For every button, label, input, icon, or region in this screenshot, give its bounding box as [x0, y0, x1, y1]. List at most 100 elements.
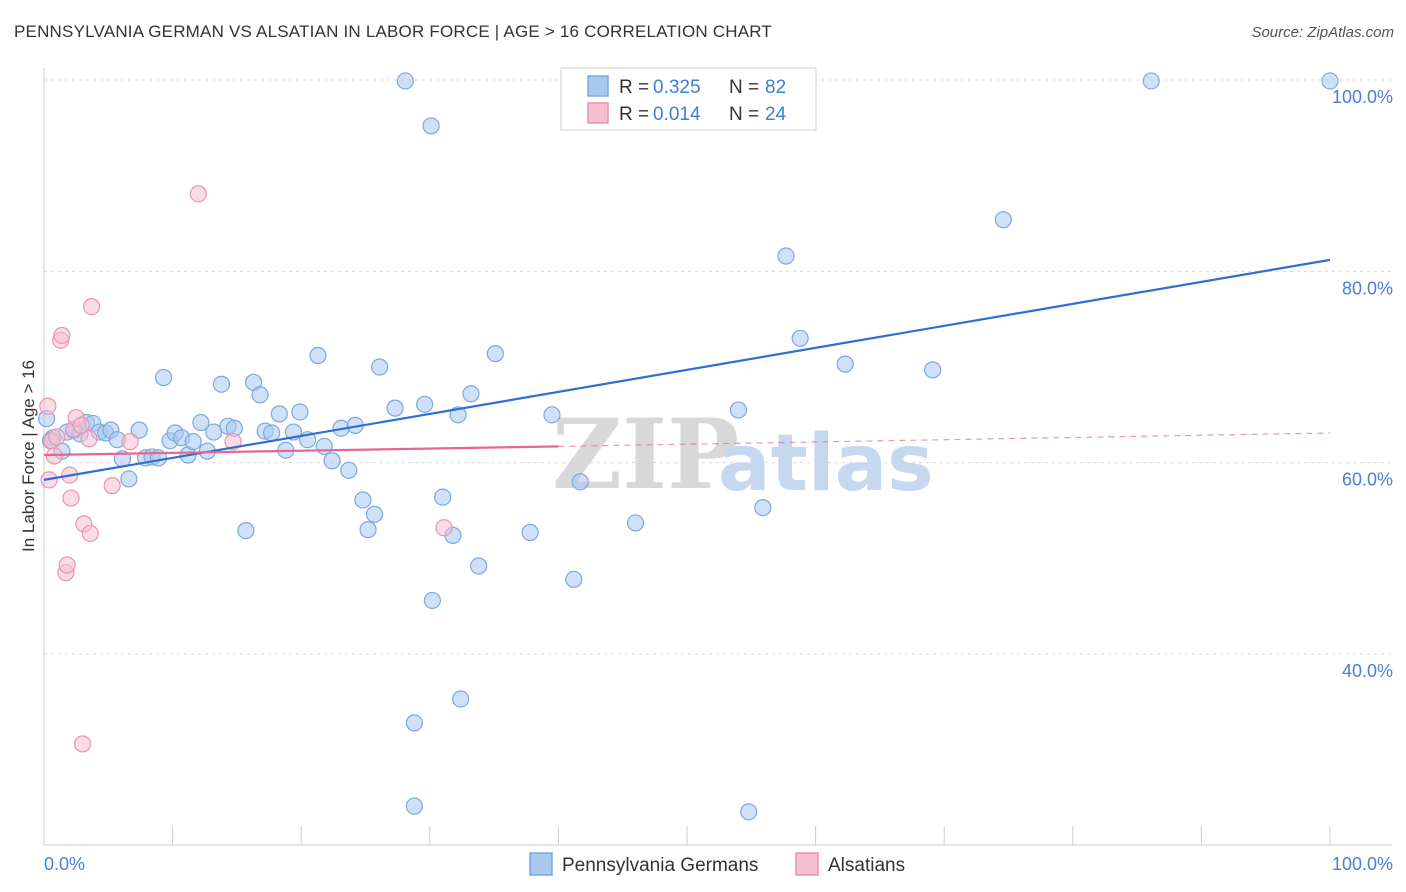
y-tick-label: 60.0% — [1342, 470, 1393, 490]
data-point-pennsylvania-germans — [291, 403, 309, 421]
source-attribution: Source: ZipAtlas.com — [1251, 24, 1394, 41]
bottom-legend: Pennsylvania Germans Alsatians — [529, 852, 905, 876]
data-point-pennsylvania-germans — [452, 690, 470, 708]
watermark: ZIP atlas — [552, 398, 934, 511]
data-point-pennsylvania-germans — [154, 368, 173, 387]
data-point-pennsylvania-germans — [462, 385, 480, 403]
data-point-alsatians — [48, 428, 66, 446]
legend-n-value-pink: 24 — [765, 104, 787, 125]
data-point-pennsylvania-germans — [130, 421, 148, 439]
data-point-pennsylvania-germans — [422, 117, 440, 135]
data-point-pennsylvania-germans — [405, 714, 423, 732]
x-tick-label: 100.0% — [1332, 854, 1393, 874]
x-axis-ticks — [43, 826, 1331, 845]
bottom-legend-swatch-pink — [795, 852, 819, 876]
data-point-pennsylvania-germans — [777, 247, 795, 265]
trend-line-alsatians-extension — [558, 432, 1331, 448]
data-point-pennsylvania-germans — [315, 437, 333, 456]
data-point-alsatians — [435, 519, 453, 537]
data-point-pennsylvania-germans — [836, 355, 854, 373]
trend-lines — [43, 258, 1331, 481]
data-point-pennsylvania-germans — [263, 424, 281, 442]
grid-lines — [44, 79, 1392, 655]
data-point-alsatians — [53, 326, 71, 345]
data-point-pennsylvania-germans — [924, 361, 942, 379]
legend-swatch-pink — [587, 102, 609, 124]
y-tick-label: 40.0% — [1342, 661, 1393, 681]
data-point-pennsylvania-germans — [416, 395, 434, 413]
data-point-pennsylvania-germans — [359, 521, 377, 539]
data-point-pennsylvania-germans — [486, 345, 504, 363]
data-point-pennsylvania-germans — [1142, 72, 1160, 90]
data-point-pennsylvania-germans — [371, 358, 389, 376]
data-point-pennsylvania-germans — [386, 399, 404, 417]
legend-r-value-blue: 0.325 — [653, 77, 701, 98]
data-point-pennsylvania-germans — [237, 521, 255, 540]
watermark-zip: ZIP — [552, 398, 739, 511]
data-point-alsatians — [58, 556, 76, 574]
data-point-pennsylvania-germans — [521, 523, 539, 542]
bottom-legend-label-pink: Alsatians — [828, 855, 905, 876]
data-point-alsatians — [121, 433, 139, 451]
data-point-alsatians — [73, 735, 92, 753]
data-point-pennsylvania-germans — [192, 413, 210, 432]
data-point-pennsylvania-germans — [571, 473, 589, 491]
data-point-alsatians — [103, 477, 121, 495]
data-point-pennsylvania-germans — [120, 470, 138, 488]
data-point-pennsylvania-germans — [1321, 72, 1339, 90]
data-point-pennsylvania-germans — [565, 570, 583, 588]
watermark-atlas: atlas — [718, 419, 934, 509]
legend-n-value-blue: 82 — [765, 77, 786, 98]
data-point-pennsylvania-germans — [754, 499, 772, 517]
data-point-pennsylvania-germans — [423, 591, 441, 610]
bottom-legend-swatch-blue — [529, 852, 553, 876]
trend-line-pennsylvania-germans — [43, 258, 1331, 481]
series-alsatians-points — [39, 185, 453, 753]
y-tick-labels: 40.0% 60.0% 80.0% 100.0% — [1332, 87, 1393, 681]
y-tick-label: 80.0% — [1342, 278, 1393, 298]
data-point-alsatians — [224, 433, 242, 451]
data-point-pennsylvania-germans — [354, 491, 372, 509]
data-point-pennsylvania-germans — [251, 386, 269, 404]
data-point-pennsylvania-germans — [365, 505, 384, 523]
data-point-pennsylvania-germans — [626, 514, 645, 532]
data-point-pennsylvania-germans — [309, 346, 327, 365]
data-point-alsatians — [62, 489, 80, 507]
data-point-pennsylvania-germans — [396, 72, 414, 90]
data-point-alsatians — [81, 524, 99, 543]
data-point-pennsylvania-germans — [405, 797, 423, 815]
data-point-pennsylvania-germans — [740, 803, 758, 821]
bottom-legend-label-blue: Pennsylvania Germans — [562, 855, 758, 876]
data-point-pennsylvania-germans — [994, 211, 1012, 229]
data-point-pennsylvania-germans — [434, 488, 452, 506]
data-point-pennsylvania-germans — [323, 452, 341, 470]
legend-swatch-blue — [587, 75, 609, 97]
data-point-alsatians — [80, 430, 98, 448]
data-point-alsatians — [72, 416, 90, 434]
data-point-pennsylvania-germans — [340, 461, 358, 479]
data-point-pennsylvania-germans — [470, 557, 488, 575]
legend-n-label-pink: N = — [729, 104, 759, 125]
x-tick-labels: 0.0% 100.0% — [44, 854, 1393, 874]
chart-title: PENNSYLVANIA GERMAN VS ALSATIAN IN LABOR… — [14, 22, 773, 41]
axes — [43, 68, 1392, 846]
x-tick-label: 0.0% — [44, 854, 85, 874]
data-point-pennsylvania-germans — [270, 405, 288, 423]
data-point-pennsylvania-germans — [184, 433, 202, 451]
legend-n-label-blue: N = — [729, 77, 759, 98]
legend-r-value-pink: 0.014 — [653, 104, 701, 125]
trend-line-alsatians — [43, 445, 559, 457]
legend: R = 0.325 N = 82 R = 0.014 N = 24 — [560, 67, 817, 131]
data-point-pennsylvania-germans — [543, 406, 561, 424]
data-point-alsatians — [189, 185, 207, 203]
legend-r-label-blue: R = — [619, 77, 649, 98]
data-point-pennsylvania-germans — [212, 375, 231, 393]
y-tick-label: 100.0% — [1332, 87, 1393, 107]
data-point-alsatians — [82, 298, 101, 316]
data-point-alsatians — [39, 397, 57, 415]
data-point-pennsylvania-germans — [791, 329, 809, 347]
legend-r-label-pink: R = — [619, 104, 649, 125]
y-axis-label: In Labor Force | Age > 16 — [19, 360, 38, 552]
data-point-pennsylvania-germans — [729, 401, 748, 419]
